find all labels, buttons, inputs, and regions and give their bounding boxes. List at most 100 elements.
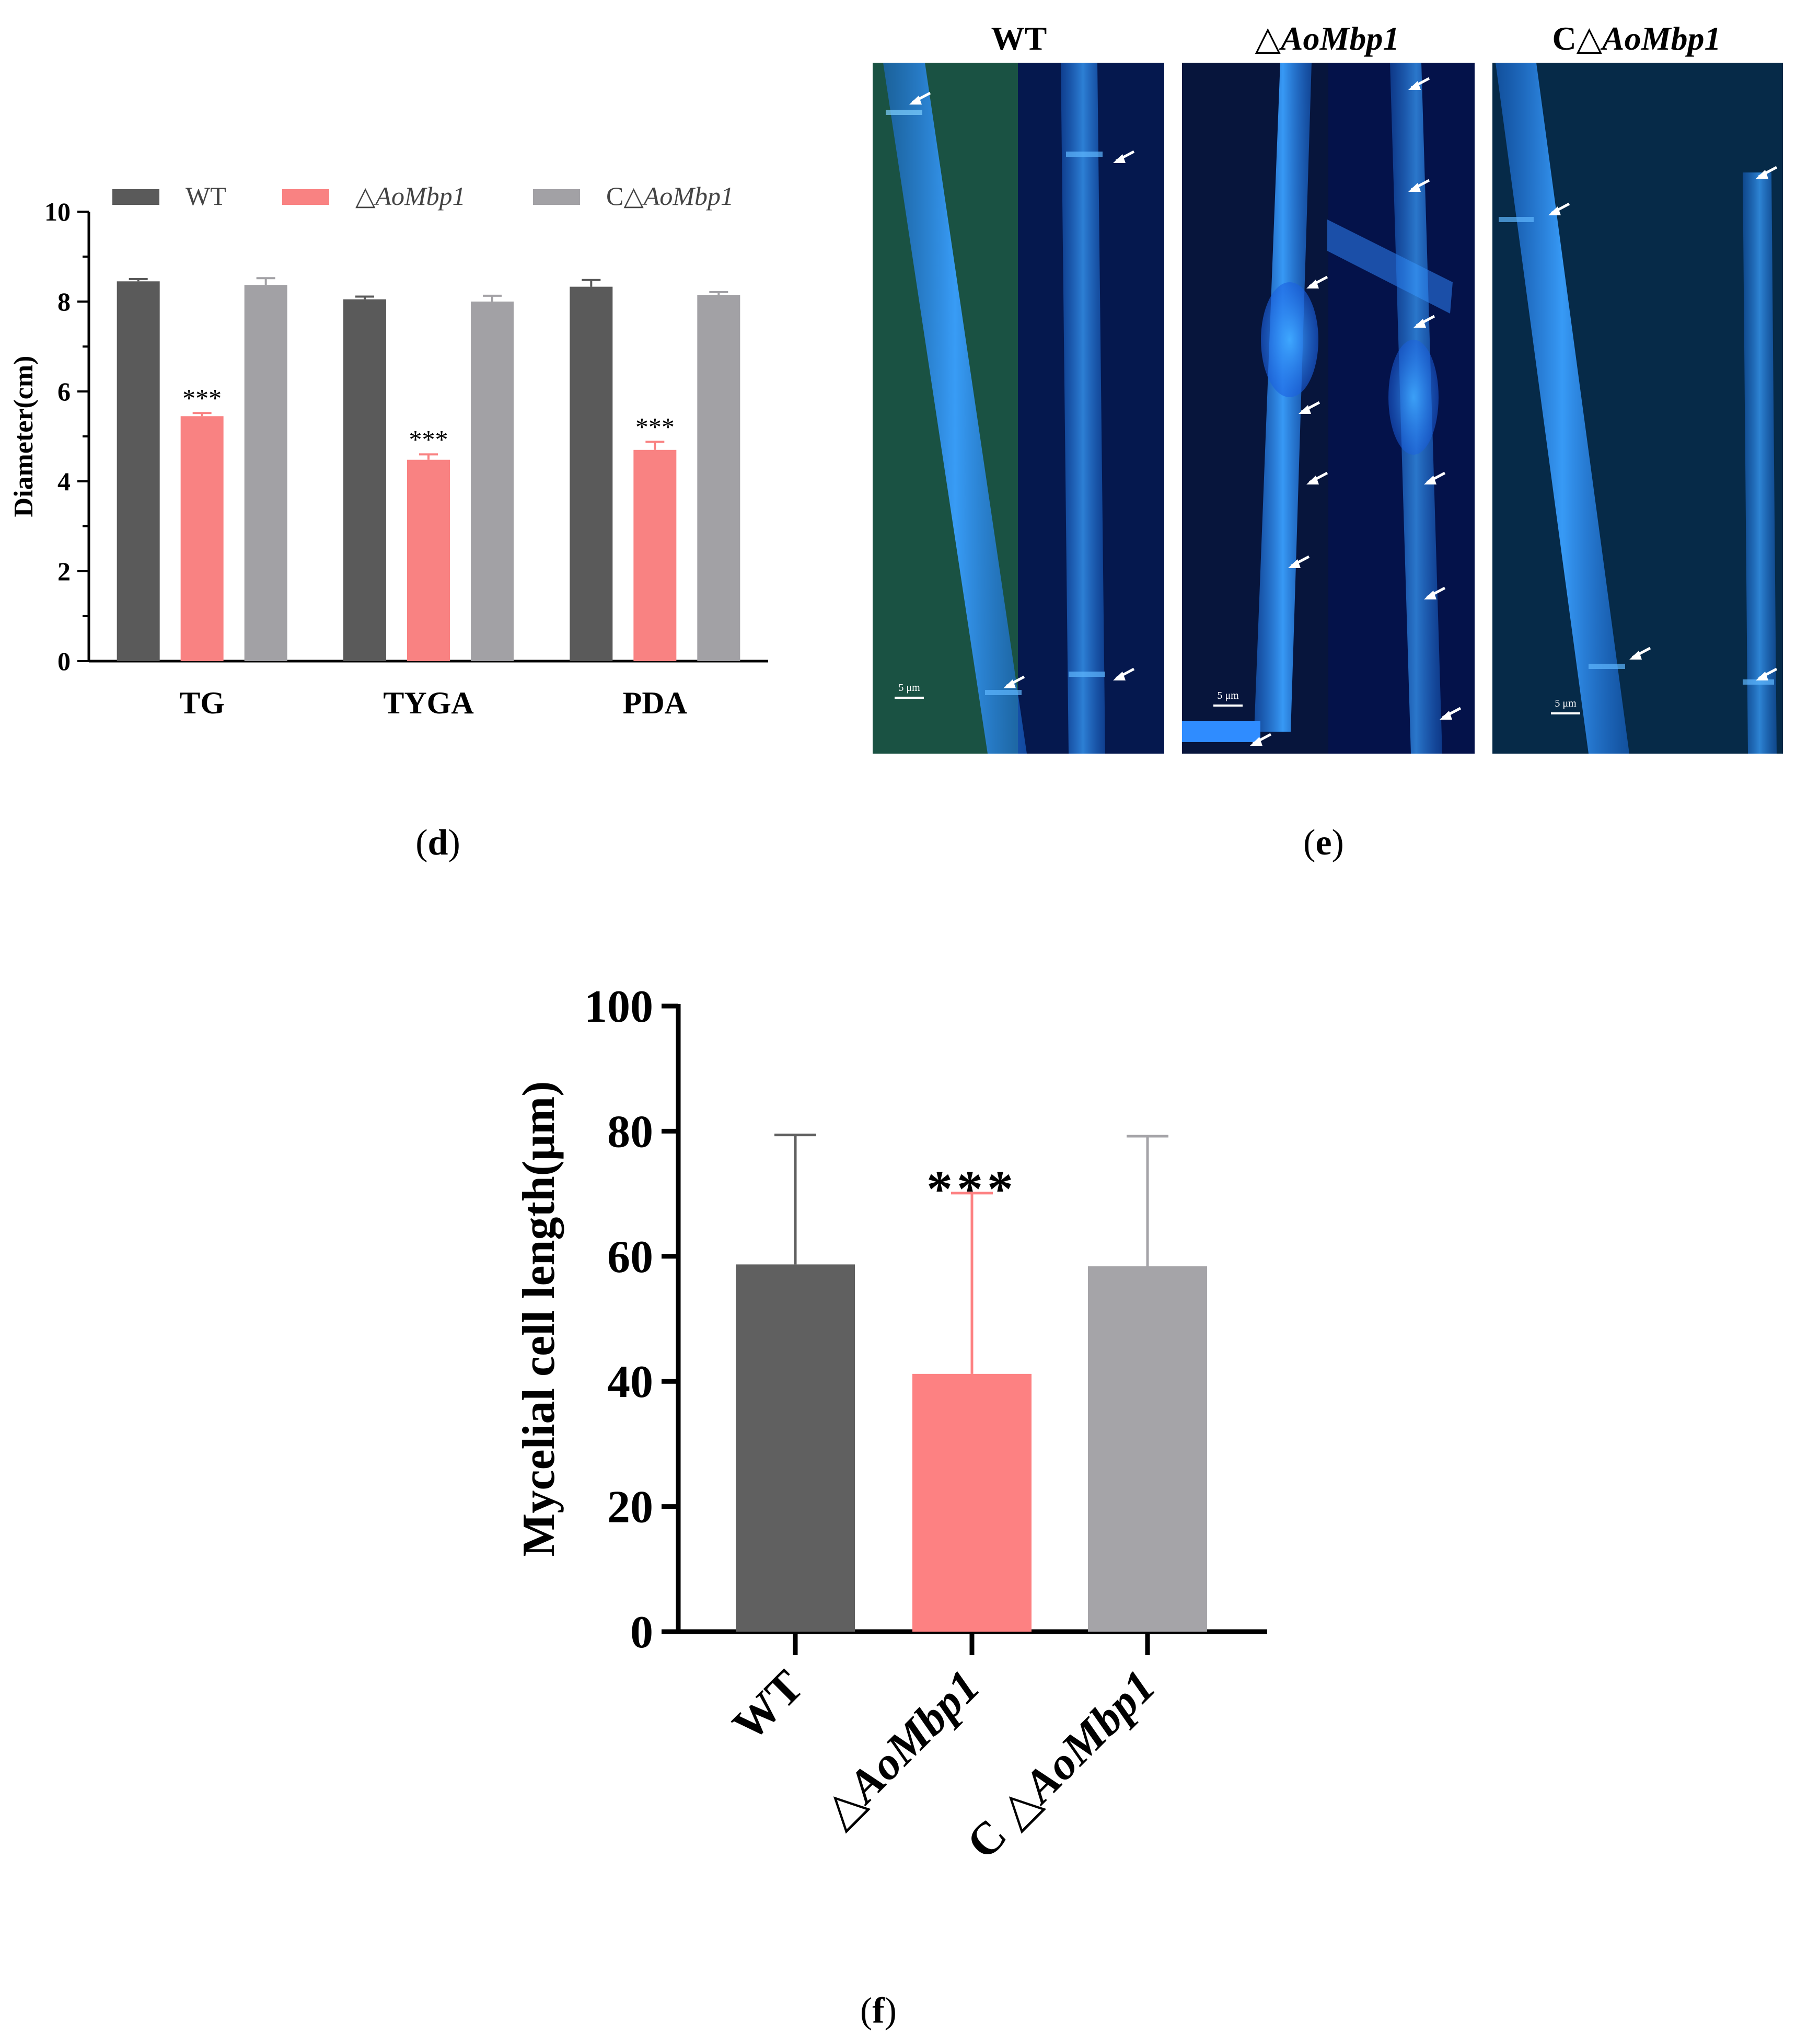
x-tick-label-italic: AoMbp1 bbox=[1012, 1661, 1165, 1814]
x-tick-label-italic: AoMbp1 bbox=[837, 1661, 990, 1814]
bar bbox=[570, 286, 613, 661]
legend-label-prefix: WT bbox=[186, 181, 226, 211]
panel-label-open: ( bbox=[860, 1991, 872, 2031]
arrow-head bbox=[1548, 206, 1561, 215]
arrow-head bbox=[1629, 651, 1642, 660]
legend-label: △AoMbp1 bbox=[355, 181, 466, 211]
bar bbox=[244, 285, 287, 661]
y-tick-label: 4 bbox=[57, 467, 71, 496]
arrow-head bbox=[1113, 672, 1126, 680]
y-tick-label: 60 bbox=[607, 1232, 653, 1283]
panel-label-open: ( bbox=[415, 823, 427, 863]
significance-label: *** bbox=[409, 424, 448, 454]
legend-label-prefix: △ bbox=[355, 181, 376, 211]
panel-label: (d) bbox=[415, 823, 460, 863]
fluorescence-micrographs: 5 μm 5 μm 5 μm WT △AoMbp1 C△AoMbp1 bbox=[873, 20, 1783, 754]
bar bbox=[343, 299, 386, 661]
diameter-bar-chart: 0 2 4 6 8 10 Diameter(cm) *** TG *** TYGA *** PDA WT △… bbox=[9, 181, 768, 720]
legend-label: C△AoMbp1 bbox=[606, 181, 734, 211]
x-tick-label: WT bbox=[723, 1661, 813, 1751]
panel-label-close: ) bbox=[885, 1991, 897, 2031]
micrograph-delta: 5 μm bbox=[1182, 63, 1475, 754]
x-tick-label: C △AoMbp1 bbox=[957, 1661, 1165, 1869]
arrow-head bbox=[1408, 81, 1421, 90]
legend-label-italic: AoMbp1 bbox=[642, 181, 734, 211]
cell-length-bar-chart: 0 20 40 60 80 100 Mycelial cell length(μm) WT **… bbox=[514, 981, 1267, 1869]
micrograph-title-italic: AoMbp1 bbox=[1600, 20, 1721, 57]
panel-label: (f) bbox=[860, 1991, 897, 2031]
y-tick-label: 0 bbox=[57, 646, 71, 676]
bar bbox=[697, 295, 740, 661]
legend-swatch bbox=[533, 189, 580, 205]
micrograph-title: △AoMbp1 bbox=[1255, 20, 1400, 57]
x-tick-label: TG bbox=[179, 686, 225, 720]
y-tick-label: 6 bbox=[57, 377, 71, 406]
arrow-head bbox=[909, 96, 922, 105]
septum-arrows bbox=[909, 77, 1778, 746]
bar bbox=[912, 1373, 1032, 1632]
bar bbox=[633, 449, 677, 661]
arrow-head bbox=[1413, 319, 1426, 328]
arrow-head bbox=[1306, 476, 1319, 484]
y-tick-label: 40 bbox=[607, 1357, 653, 1407]
arrow-head bbox=[1288, 559, 1301, 568]
arrow-head bbox=[1408, 183, 1421, 192]
micrograph-title-prefix: C△ bbox=[1552, 20, 1602, 57]
bar bbox=[180, 416, 224, 661]
y-tick-label: 10 bbox=[44, 197, 71, 226]
legend-swatch bbox=[282, 189, 329, 205]
y-tick-label: 20 bbox=[607, 1482, 653, 1533]
legend-label: WT bbox=[186, 181, 226, 211]
arrow-head bbox=[1299, 405, 1311, 414]
panel-label-close: ) bbox=[448, 823, 460, 863]
wt-scale-bar-label: 5 μm bbox=[898, 682, 920, 694]
micrograph-wt: 5 μm bbox=[873, 63, 1164, 754]
x-tick-label: △AoMbp1 bbox=[813, 1661, 990, 1838]
bar bbox=[1088, 1266, 1207, 1632]
panel-label-open: ( bbox=[1303, 823, 1315, 863]
arrow-head bbox=[1756, 170, 1768, 179]
bar bbox=[117, 281, 160, 661]
y-axis-label: Diameter(cm) bbox=[9, 356, 39, 517]
arrow-head bbox=[1424, 476, 1436, 484]
arrow-head bbox=[1756, 672, 1768, 680]
arrow-head bbox=[1306, 280, 1319, 288]
panel-label: (e) bbox=[1303, 823, 1344, 863]
y-tick-label: 80 bbox=[607, 1106, 653, 1157]
panel-label-letter: d bbox=[428, 823, 448, 863]
significance-label: *** bbox=[926, 1160, 1017, 1218]
legend-swatch bbox=[112, 189, 159, 205]
y-tick-label: 2 bbox=[57, 557, 71, 586]
micrograph-title: WT bbox=[991, 20, 1047, 57]
micrograph-complement: 5 μm bbox=[1492, 63, 1783, 754]
significance-label: *** bbox=[635, 412, 675, 441]
bar bbox=[407, 459, 450, 661]
x-tick-label: TYGA bbox=[383, 686, 473, 720]
panel-label-letter: e bbox=[1315, 823, 1331, 863]
y-tick-label: 100 bbox=[584, 981, 653, 1032]
panel-label-close: ) bbox=[1332, 823, 1344, 863]
bar bbox=[471, 302, 514, 661]
legend-label-italic: AoMbp1 bbox=[374, 181, 465, 211]
micrograph-title-prefix: △ bbox=[1255, 20, 1281, 57]
arrow-head bbox=[1113, 154, 1126, 163]
y-tick-label: 0 bbox=[630, 1607, 653, 1658]
legend-label-prefix: C△ bbox=[606, 181, 644, 211]
arrow-head bbox=[1003, 679, 1016, 688]
x-tick-label: PDA bbox=[623, 686, 687, 720]
micrograph-title-italic: AoMbp1 bbox=[1279, 20, 1400, 57]
bar bbox=[736, 1264, 855, 1632]
complement-scale-bar-label: 5 μm bbox=[1555, 698, 1577, 709]
panel-label-letter: f bbox=[872, 1991, 885, 2031]
arrow-head bbox=[1440, 711, 1452, 720]
micrograph-column-titles: WT △AoMbp1 C△AoMbp1 bbox=[991, 20, 1721, 57]
y-tick-label: 8 bbox=[57, 287, 71, 316]
arrow-head bbox=[1250, 737, 1262, 746]
arrow-head bbox=[1424, 591, 1436, 599]
significance-label: *** bbox=[182, 383, 222, 412]
delta-scale-bar-label: 5 μm bbox=[1217, 690, 1239, 701]
y-axis-label: Mycelial cell length(μm) bbox=[514, 1081, 564, 1556]
micrograph-title: C△AoMbp1 bbox=[1552, 20, 1721, 57]
panel-labels: (d) (e)(f) bbox=[415, 823, 1344, 2031]
